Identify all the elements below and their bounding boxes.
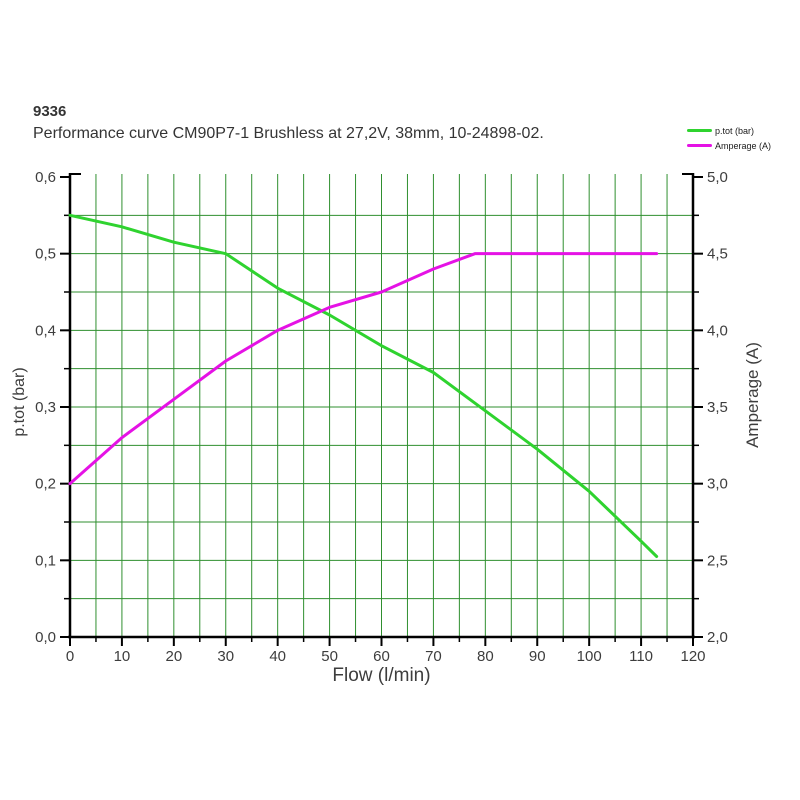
ptot-line-swatch bbox=[687, 129, 712, 132]
svg-text:40: 40 bbox=[269, 648, 286, 665]
chart-title: Performance curve CM90P7-1 Brushless at … bbox=[33, 125, 544, 142]
svg-text:30: 30 bbox=[217, 648, 234, 665]
svg-text:0,1: 0,1 bbox=[35, 552, 56, 569]
axis-ticks bbox=[60, 176, 703, 646]
svg-text:120: 120 bbox=[680, 648, 705, 665]
legend-label-amperage: Amperage (A) bbox=[715, 140, 772, 151]
legend-label-ptot: p.tot (bar) bbox=[715, 125, 755, 136]
svg-text:10: 10 bbox=[114, 648, 131, 665]
svg-text:2,5: 2,5 bbox=[707, 552, 728, 569]
axis-titles: Flow (l/min) p.tot (bar) Amperage (A) bbox=[11, 342, 762, 686]
svg-text:4,5: 4,5 bbox=[707, 246, 728, 263]
svg-text:100: 100 bbox=[577, 648, 602, 665]
tick-labels: 0 10 20 30 40 50 60 70 80 90 100 110 120 0,0 0,1 0,2 0,3… bbox=[35, 169, 728, 665]
amperage-line-swatch bbox=[687, 144, 712, 147]
svg-text:0,3: 0,3 bbox=[35, 399, 56, 416]
legend-item-ptot: p.tot (bar) bbox=[687, 123, 771, 138]
legend-item-amperage: Amperage (A) bbox=[687, 138, 771, 153]
doc-number: 9336 bbox=[33, 103, 67, 120]
left-axis-label: p.tot (bar) bbox=[11, 367, 28, 436]
svg-text:3,0: 3,0 bbox=[707, 476, 728, 493]
svg-text:4,0: 4,0 bbox=[707, 322, 728, 339]
svg-text:0: 0 bbox=[66, 648, 74, 665]
title-block: 9336 Performance curve CM90P7-1 Brushles… bbox=[33, 103, 544, 143]
svg-text:20: 20 bbox=[165, 648, 182, 665]
svg-text:50: 50 bbox=[321, 648, 338, 665]
svg-text:5,0: 5,0 bbox=[707, 169, 728, 186]
svg-text:90: 90 bbox=[529, 648, 546, 665]
svg-text:80: 80 bbox=[477, 648, 494, 665]
grid-lines bbox=[70, 174, 693, 637]
svg-text:0,0: 0,0 bbox=[35, 629, 56, 646]
svg-text:70: 70 bbox=[425, 648, 442, 665]
svg-text:0,4: 0,4 bbox=[35, 322, 56, 339]
svg-text:60: 60 bbox=[373, 648, 390, 665]
svg-text:0,2: 0,2 bbox=[35, 476, 56, 493]
svg-text:0,6: 0,6 bbox=[35, 169, 56, 186]
curve-amperage bbox=[68, 252, 659, 486]
svg-text:0,5: 0,5 bbox=[35, 246, 56, 263]
chart-legend: p.tot (bar) Amperage (A) bbox=[687, 123, 771, 153]
svg-text:110: 110 bbox=[629, 648, 653, 665]
x-axis-label: Flow (l/min) bbox=[332, 665, 430, 686]
curve-ptot bbox=[68, 213, 659, 558]
svg-text:3,5: 3,5 bbox=[707, 399, 728, 416]
right-axis-label: Amperage (A) bbox=[743, 342, 762, 448]
svg-text:2,0: 2,0 bbox=[707, 629, 728, 646]
